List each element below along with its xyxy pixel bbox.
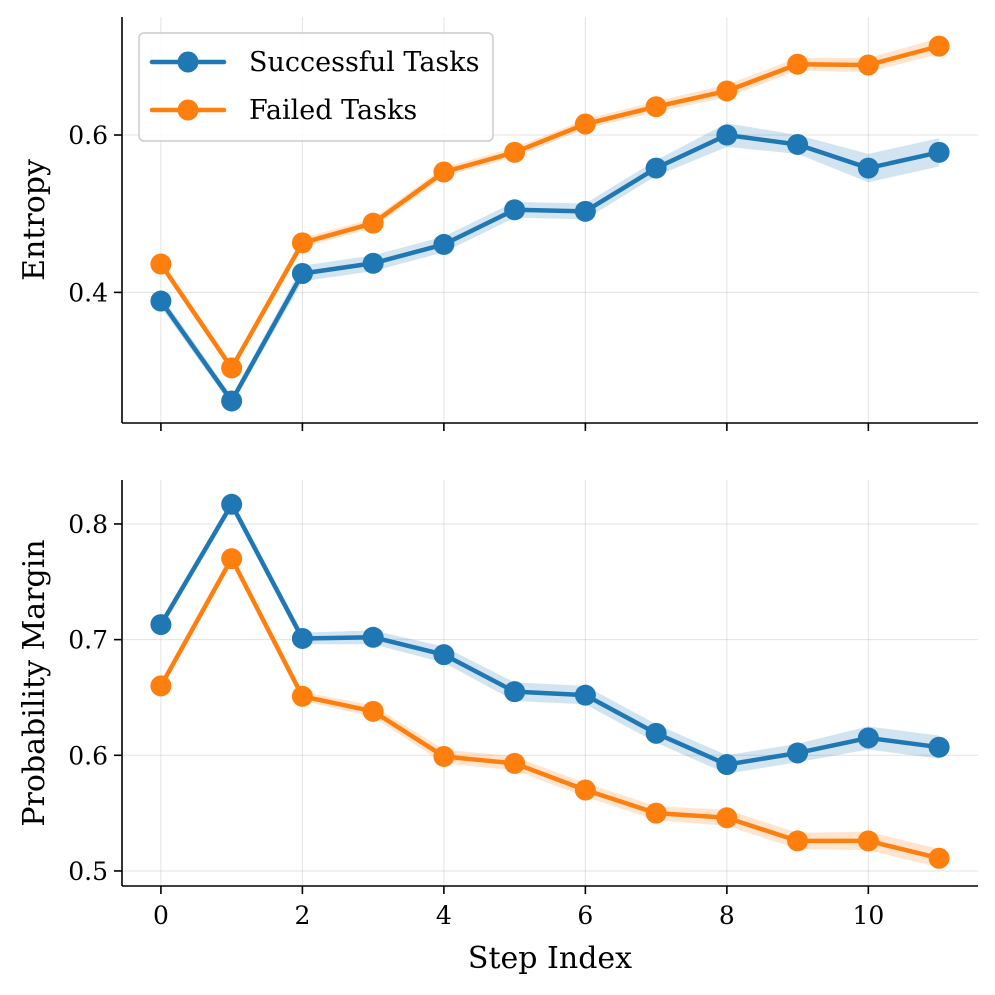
- x-tick-label: 10: [852, 901, 884, 930]
- successful-tasks-point: [504, 199, 526, 221]
- failed-tasks-point: [716, 80, 738, 102]
- failed-tasks-point: [221, 548, 243, 570]
- failed-tasks-point: [150, 253, 172, 275]
- successful-tasks-line: [158, 502, 942, 767]
- y-tick-label: 0.8: [68, 510, 108, 539]
- successful-tasks-point: [504, 681, 526, 703]
- failed-tasks-point: [574, 779, 596, 801]
- successful-tasks-point: [221, 390, 243, 412]
- y-axis-label: Entropy: [17, 159, 52, 281]
- legend-frame: [138, 32, 494, 142]
- failed-tasks-point: [928, 35, 950, 57]
- successful-tasks-confidence-band: [160, 123, 940, 406]
- successful-tasks-point: [716, 754, 738, 776]
- successful-tasks-point: [645, 722, 667, 744]
- successful-tasks-point: [574, 684, 596, 706]
- successful-tasks-point: [857, 727, 879, 749]
- failed-tasks-confidence-band: [160, 555, 940, 868]
- y-tick-label: 0.5: [68, 857, 108, 886]
- successful-tasks-point: [362, 626, 384, 648]
- failed-tasks-point: [787, 830, 809, 852]
- failed-tasks-line: [158, 556, 942, 861]
- y-tick-label: 0.6: [68, 741, 108, 770]
- failed-tasks-point: [716, 807, 738, 829]
- successful-tasks-point: [433, 233, 455, 255]
- failed-tasks-point: [857, 54, 879, 76]
- y-tick-label: 0.4: [68, 278, 108, 307]
- failed-tasks-point: [787, 53, 809, 75]
- successful-tasks-point: [787, 742, 809, 764]
- successful-tasks-point: [574, 200, 596, 222]
- probability-margin-panel: 0 2 4 6 8 10 0.5 0.6 0.7 0.8 Probability Margin Ste…: [17, 480, 978, 976]
- x-tick-label: 6: [577, 901, 593, 930]
- failed-tasks-point: [362, 212, 384, 234]
- failed-tasks-point: [221, 357, 243, 379]
- x-tick-label: 2: [294, 901, 310, 930]
- successful-tasks-point: [716, 124, 738, 146]
- successful-tasks-line: [158, 132, 942, 404]
- successful-tasks-point: [221, 493, 243, 515]
- failed-tasks-point: [433, 745, 455, 767]
- x-tick-label: 0: [153, 901, 169, 930]
- failed-tasks-point: [433, 161, 455, 183]
- successful-tasks-point: [362, 252, 384, 274]
- successful-tasks-point: [433, 644, 455, 666]
- failed-tasks-legend-marker: [177, 99, 199, 121]
- successful-tasks-point: [928, 736, 950, 758]
- failed-tasks-point: [574, 113, 596, 135]
- failed-tasks-point: [362, 700, 384, 722]
- entropy-panel: 0.4 0.6 Entropy Successful Tasks Failed Task…: [17, 17, 978, 431]
- y-tick-label: 0.7: [68, 626, 108, 655]
- successful-tasks-point: [787, 133, 809, 155]
- successful-tasks-point: [291, 627, 313, 649]
- successful-tasks-point: [928, 141, 950, 163]
- successful-tasks-point: [150, 290, 172, 312]
- failed-tasks-point: [504, 752, 526, 774]
- failed-tasks-point: [857, 830, 879, 852]
- failed-tasks-point: [928, 847, 950, 869]
- failed-tasks-point: [291, 685, 313, 707]
- x-tick-label: 4: [436, 901, 452, 930]
- failed-tasks-point: [291, 232, 313, 254]
- legend: Successful Tasks Failed Tasks: [138, 32, 494, 142]
- y-axis-label: Probability Margin: [17, 539, 52, 826]
- successful-tasks-legend-marker: [177, 51, 199, 73]
- successful-tasks-point: [291, 263, 313, 285]
- successful-tasks-legend-label: Successful Tasks: [249, 47, 480, 78]
- x-axis-label: Step Index: [468, 941, 632, 976]
- y-tick-label: 0.6: [68, 121, 108, 150]
- x-tick-label: 8: [719, 901, 735, 930]
- failed-tasks-line: [158, 43, 942, 371]
- failed-tasks-point: [504, 141, 526, 163]
- failed-tasks-point: [150, 675, 172, 697]
- failed-tasks-legend-label: Failed Tasks: [249, 95, 417, 126]
- successful-tasks-point: [645, 157, 667, 179]
- failed-tasks-point: [645, 802, 667, 824]
- failed-tasks-point: [645, 96, 667, 118]
- successful-tasks-point: [150, 614, 172, 636]
- successful-tasks-point: [857, 157, 879, 179]
- successful-tasks-confidence-band: [160, 499, 940, 774]
